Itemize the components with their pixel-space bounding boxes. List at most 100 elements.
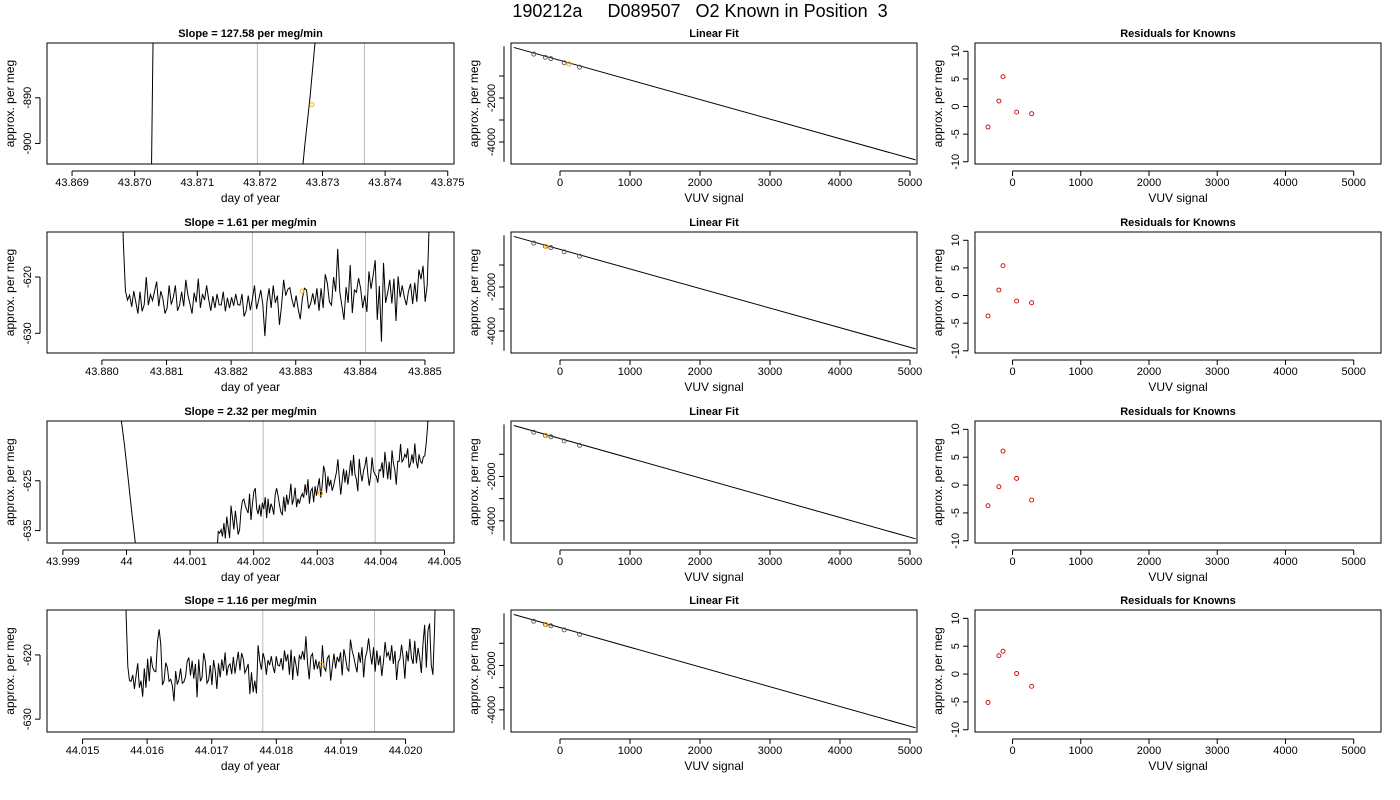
data-point (577, 442, 583, 448)
data-point (531, 429, 537, 435)
x-tick-label: 2000 (1137, 366, 1161, 378)
x-axis-label: VUV signal (684, 570, 743, 584)
y-tick-label: -630 (22, 708, 34, 730)
known-point (566, 61, 572, 67)
data-point (561, 249, 567, 255)
y-tick-label: 0 (950, 482, 962, 488)
y-tick-label: -4000 (486, 128, 498, 156)
x-tick-label: 0 (557, 745, 563, 757)
y-axis-label: approx. per meg (467, 627, 481, 714)
data-point (577, 253, 583, 259)
x-tick-label: 1000 (1069, 177, 1093, 189)
x-tick-label: 4000 (1273, 556, 1297, 568)
plot-frame (510, 231, 918, 354)
x-tick-label: 43.871 (180, 177, 214, 189)
known-point (318, 490, 323, 496)
fit-line (513, 235, 916, 350)
plot-area (151, 43, 365, 164)
x-tick-label: 44.017 (195, 745, 229, 757)
x-axis-label: VUV signal (684, 759, 743, 773)
x-tick-label: 43.881 (150, 366, 184, 378)
panel-title: Residuals for Knowns (1120, 217, 1236, 229)
y-tick-label: 5 (950, 76, 962, 82)
y-axis-label: approx. per meg (931, 249, 945, 336)
y-axis-label: approx. per meg (931, 627, 945, 714)
x-tick-label: 4000 (1273, 745, 1297, 757)
panel-title: Residuals for Knowns (1120, 406, 1236, 418)
x-tick-label: 43.873 (306, 177, 340, 189)
x-tick-label: 2000 (688, 745, 712, 757)
x-axis-label: VUV signal (1148, 191, 1207, 205)
plot-frame (510, 609, 918, 733)
x-axis-label: VUV signal (1148, 380, 1207, 394)
x-axis-label: day of year (221, 191, 280, 205)
x-tick-label: 43.874 (368, 177, 402, 189)
plot-frame (974, 231, 1382, 354)
x-tick-label: 0 (1009, 745, 1015, 757)
x-tick-label: 1000 (1069, 745, 1093, 757)
x-axis: 44.015 44.016 44.017 44.018 44.019 44.020 day … (66, 738, 422, 773)
y-tick-label: -4000 (486, 317, 498, 345)
plot-area (513, 235, 916, 350)
x-tick-label: 44.005 (428, 556, 462, 568)
x-tick-label: 4000 (828, 366, 852, 378)
y-tick-label: -5 (950, 697, 962, 707)
y-tick-label: -2000 (486, 462, 498, 490)
x-axis: 0 1000 2000 3000 4000 5000 VUV signal (557, 359, 922, 394)
chart-panel-3-2: Linear Fit 0 1000 2000 3000 4000 5000 VUV signa… (467, 406, 922, 584)
data-point (531, 240, 537, 246)
y-axis: -10 -5 0 5 10 approx. per meg (931, 234, 969, 359)
x-tick-label: 44.015 (66, 745, 100, 757)
plot-frame (46, 231, 455, 354)
y-tick-label: 0 (950, 671, 962, 677)
y-axis-label: approx. per meg (931, 438, 945, 525)
y-tick-label: -10 (950, 343, 962, 359)
panel-title: Linear Fit (689, 406, 739, 418)
x-tick-label: 43.999 (46, 556, 80, 568)
x-tick-label: 44.019 (324, 745, 358, 757)
y-tick-label: -5 (950, 129, 962, 139)
plot-frame (46, 42, 455, 165)
x-tick-label: 0 (557, 177, 563, 189)
y-tick-label: -4000 (486, 696, 498, 724)
y-axis: -10 -5 0 5 10 approx. per meg (931, 612, 969, 738)
x-tick-label: 5000 (898, 556, 922, 568)
data-point (548, 623, 554, 629)
x-tick-label: 43.869 (55, 177, 89, 189)
data-point (1014, 298, 1020, 304)
x-axis: 0 1000 2000 3000 4000 5000 VUV signal (1009, 170, 1366, 205)
y-axis: -4000 -2000 approx. per meg (467, 424, 505, 541)
x-tick-label: 5000 (898, 366, 922, 378)
x-tick-label: 0 (1009, 177, 1015, 189)
plot-area (985, 263, 1035, 319)
data-point (548, 434, 554, 440)
data-trace (125, 610, 436, 702)
data-trace (120, 421, 136, 543)
x-tick-label: 43.882 (214, 366, 248, 378)
data-point (1029, 300, 1035, 306)
data-point (531, 618, 537, 624)
x-axis: 43.869 43.870 43.871 43.872 43.873 43.874 43.8… (55, 170, 465, 205)
plot-frame (974, 42, 1382, 165)
y-tick-label: 10 (950, 612, 962, 624)
x-tick-label: 1000 (618, 177, 642, 189)
plot-area (513, 613, 916, 729)
plot-area (985, 74, 1035, 130)
data-trace (151, 43, 154, 164)
known-point (309, 102, 315, 108)
data-point (531, 51, 537, 57)
x-tick-label: 43.880 (85, 366, 119, 378)
data-point (1029, 497, 1035, 503)
x-tick-label: 4000 (1273, 177, 1297, 189)
y-tick-label: -900 (22, 132, 34, 154)
data-point (561, 438, 567, 444)
y-tick-label: -4000 (486, 507, 498, 535)
x-axis-label: VUV signal (1148, 570, 1207, 584)
y-tick-label: -10 (950, 154, 962, 170)
